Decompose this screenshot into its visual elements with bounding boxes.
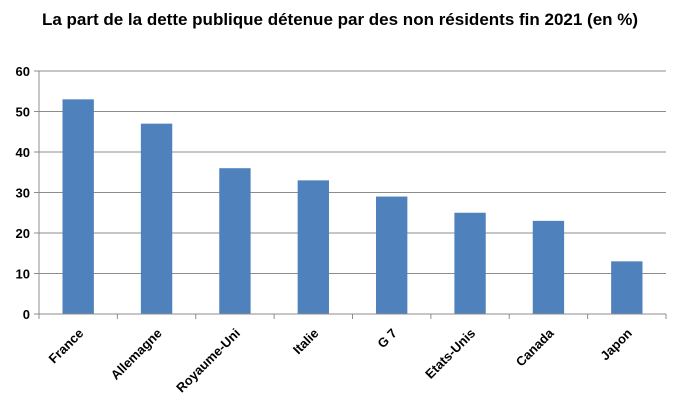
x-axis: France Allemagne Royaume-Uni Italie G 7 Etats… <box>38 313 667 396</box>
gridlines <box>39 70 666 274</box>
x-tick-label: Italie <box>290 326 322 358</box>
x-tick-label: Japon <box>597 325 635 363</box>
y-tick-label: 0 <box>23 307 30 322</box>
x-tick-label: Royaume-Uni <box>173 326 243 396</box>
x-tick-label: France <box>46 326 87 367</box>
bar <box>297 180 329 314</box>
bar <box>611 261 643 314</box>
y-tick-label: 60 <box>16 64 30 79</box>
y-tick-label: 30 <box>16 186 30 201</box>
bars <box>62 99 643 315</box>
bar <box>140 123 173 315</box>
y-tick-label: 40 <box>16 145 30 160</box>
y-tick-label: 20 <box>16 226 30 241</box>
bar <box>62 99 94 314</box>
bar <box>454 212 486 314</box>
y-tick-label: 50 <box>16 105 30 120</box>
x-tick-label: G 7 <box>374 326 399 351</box>
bar <box>376 196 408 314</box>
y-tick-label: 10 <box>16 267 30 282</box>
chart-title: La part de la dette publique détenue par… <box>41 10 639 29</box>
bar <box>219 168 251 314</box>
x-tick-label: Etats-Unis <box>422 326 478 382</box>
y-axis: 0 10 20 30 40 50 60 <box>16 64 40 322</box>
x-tick-label: Allemagne <box>108 326 165 383</box>
x-tick-label: Canada <box>513 325 557 369</box>
bar <box>532 220 565 314</box>
